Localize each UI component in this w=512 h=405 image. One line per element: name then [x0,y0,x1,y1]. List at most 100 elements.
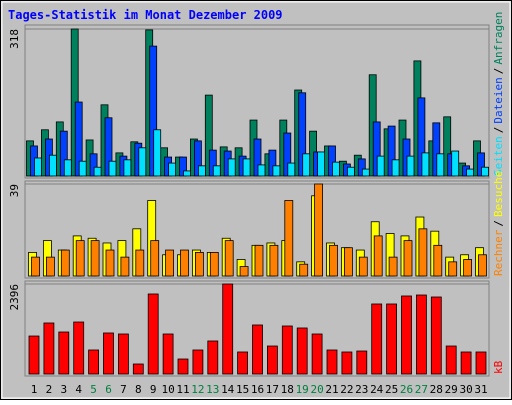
x-tick-label: 28 [430,383,443,396]
x-tick-label: 30 [459,383,472,396]
x-tick-label: 16 [251,383,264,396]
x-tick-label: 11 [176,383,189,396]
bar [386,303,398,375]
x-tick-label: 22 [340,383,353,396]
legend-separator: / [492,220,505,227]
bar [73,321,85,375]
bar [356,350,368,375]
bar [179,156,187,177]
x-tick-label: 9 [150,383,157,396]
x-tick-label: 19 [296,383,309,396]
bar [463,259,473,277]
bar [326,349,338,375]
bar [341,351,353,375]
bar [165,249,175,277]
bar [34,157,42,177]
bar [481,166,489,177]
bar [108,160,117,177]
x-tick-label: 25 [385,383,398,396]
bar [93,166,102,177]
bar [252,324,263,375]
bar [132,363,144,375]
x-tick-label: 8 [135,383,142,396]
bar [317,151,326,177]
bar [358,256,368,277]
bar [478,254,487,277]
bar [135,249,145,277]
bar [103,332,114,375]
bar [268,149,277,177]
bar [432,122,441,177]
x-tick-label: 26 [400,383,413,396]
bar [460,351,472,375]
chart-title: Tages-Statistik im Monat Dezember 2009 [8,8,283,22]
bar [417,97,426,177]
x-tick-label: 17 [266,383,279,396]
x-tick-label: 7 [120,383,127,396]
bar [406,155,415,177]
bar [237,351,249,375]
x-tick-label: 13 [206,383,219,396]
bar [298,92,307,177]
bar [242,158,251,177]
legend-entry: Rechner [492,229,505,276]
bar [254,244,264,277]
bar [283,132,292,177]
bar [361,168,370,177]
x-tick-label: 27 [415,383,428,396]
bar [296,327,308,375]
bar [227,158,236,177]
bar [357,158,366,177]
y-tick-label: 39 [8,184,21,197]
legend-entry: Seiten [492,136,505,176]
bar [180,249,189,277]
x-tick-label: 2 [46,383,53,396]
bar [371,303,383,375]
bar [177,358,189,375]
bar [212,165,221,177]
bar [281,325,293,375]
x-tick-label: 14 [221,383,235,396]
bar [373,235,383,277]
x-tick-label: 29 [445,383,458,396]
legend-entry: kB [492,360,505,374]
bar [302,153,311,177]
bar [433,244,443,277]
bar [391,159,400,177]
x-tick-label: 3 [60,383,67,396]
bar [224,240,234,277]
bar [401,295,412,375]
bar [90,240,100,277]
bar [105,249,115,277]
bar [49,154,57,177]
bar [436,153,445,177]
bar [208,149,217,177]
bar [311,333,323,375]
bar [299,263,309,277]
bar [60,249,70,277]
bar [272,165,281,177]
bar [104,117,113,177]
bar [239,266,249,277]
y-tick-label: 318 [8,29,21,49]
bar [150,240,160,277]
bar [120,256,130,277]
bar [430,296,442,375]
x-tick-label: 18 [281,383,294,396]
bar [257,164,266,177]
bar [74,101,83,177]
bar [59,130,68,177]
legend: Seiten / Dateien / Anfragen [492,12,505,176]
legend-entry: Dateien [492,77,505,123]
bar [328,145,336,177]
x-tick-label: 6 [105,383,112,396]
bar [183,170,191,177]
legend-separator: / [492,68,505,75]
legend-separator: / [492,127,505,134]
bar [222,283,234,375]
bar [43,322,55,375]
x-tick-label: 4 [75,383,82,396]
bar [197,165,206,177]
y-tick-label: 2396 [8,284,21,311]
